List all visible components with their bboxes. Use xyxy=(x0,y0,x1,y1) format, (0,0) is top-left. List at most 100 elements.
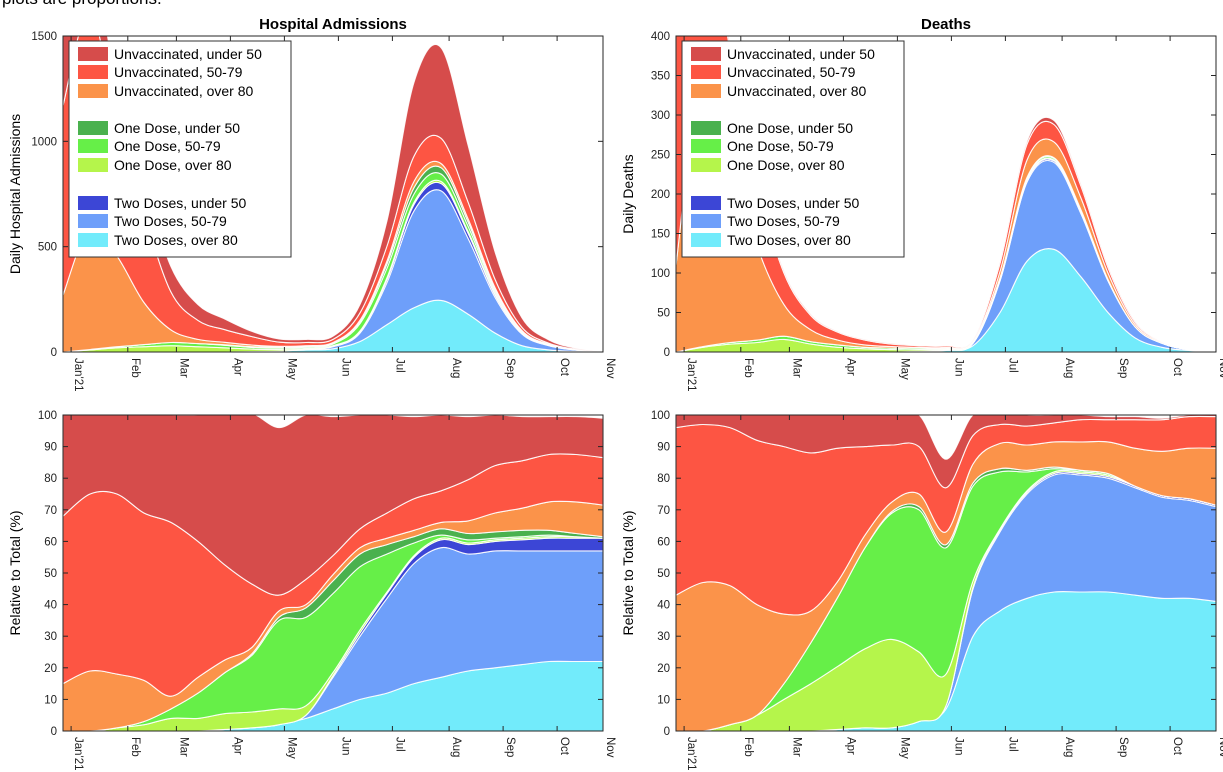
y-tick-label: 100 xyxy=(38,410,57,422)
y-axis-label: Relative to Total (%) xyxy=(7,510,23,635)
x-tick-label-apr: Apr xyxy=(231,737,243,755)
x-tick-label-nov: Nov xyxy=(604,737,616,758)
panel-deaths-relative: 0 10 20 30 40 50 60 70 80 90 100 Jan'21 Feb Mar Apr May… xyxy=(620,410,1223,771)
legend-label-one-dose-50-79: One Dose, 50-79 xyxy=(727,138,834,154)
legend-label-two-doses-over-80: Two Doses, over 80 xyxy=(114,232,238,248)
x-tick-label-jan-21: Jan'21 xyxy=(72,358,84,392)
x-tick-label-may: May xyxy=(898,358,910,380)
area-unvaccinated-under-50 xyxy=(63,415,603,596)
y-tick-label: 100 xyxy=(651,268,670,280)
page-caption: plots are proportions. xyxy=(2,0,162,9)
legend-label-two-doses-over-80: Two Doses, over 80 xyxy=(727,232,851,248)
axes-frame xyxy=(62,35,604,353)
y-tick-label: 100 xyxy=(651,410,670,422)
x-tick-label-jul: Jul xyxy=(1006,358,1018,373)
x-tick-label-feb: Feb xyxy=(129,737,141,757)
y-tick-label: 40 xyxy=(44,600,57,612)
y-tick-label: 0 xyxy=(664,347,670,359)
legend-label-two-doses-50-79: Two Doses, 50-79 xyxy=(114,213,227,229)
y-tick-label: 90 xyxy=(44,442,57,454)
x-tick-label-sep: Sep xyxy=(504,358,516,378)
legend-label-one-dose-under-50: One Dose, under 50 xyxy=(727,120,853,136)
x-tick-label-mar: Mar xyxy=(177,737,189,757)
y-tick-label: 80 xyxy=(44,473,57,485)
x-tick-label-apr: Apr xyxy=(844,737,856,755)
x-tick-label-jun: Jun xyxy=(952,737,964,756)
legend-label-two-doses-under-50: Two Doses, under 50 xyxy=(727,195,860,211)
legend-swatch-unvaccinated-50-79 xyxy=(691,65,721,79)
x-tick-label-apr: Apr xyxy=(231,358,243,376)
y-tick-label: 0 xyxy=(51,347,57,359)
x-tick-label-jan-21: Jan'21 xyxy=(685,358,697,392)
x-tick-label-may: May xyxy=(285,358,297,380)
y-tick-label: 70 xyxy=(44,505,57,517)
x-tick-label-jul: Jul xyxy=(1006,737,1018,752)
x-tick-label-sep: Sep xyxy=(1117,737,1129,757)
legend-swatch-unvaccinated-under-50 xyxy=(691,47,721,61)
y-axis-label: Daily Deaths xyxy=(620,154,636,233)
x-tick-label-jun: Jun xyxy=(339,737,351,756)
x-tick-label-mar: Mar xyxy=(790,737,802,757)
legend-label-unvaccinated-under-50: Unvaccinated, under 50 xyxy=(114,46,262,62)
x-tick-label-aug: Aug xyxy=(1063,358,1075,378)
legend-swatch-one-dose-over-80 xyxy=(78,158,108,172)
x-tick-label-mar: Mar xyxy=(790,358,802,378)
x-tick-label-nov: Nov xyxy=(604,358,616,379)
area-layers xyxy=(63,415,603,731)
x-tick-label-sep: Sep xyxy=(504,737,516,757)
x-tick-label-oct: Oct xyxy=(1171,358,1183,377)
y-tick-label: 200 xyxy=(651,189,670,201)
legend-swatch-unvaccinated-under-50 xyxy=(78,47,108,61)
x-tick-label-oct: Oct xyxy=(558,358,570,377)
y-tick-label: 30 xyxy=(44,631,57,643)
y-tick-label: 90 xyxy=(657,442,670,454)
panel-admissions-relative: 0 10 20 30 40 50 60 70 80 90 100 Jan'21 Feb Mar Apr May… xyxy=(7,410,616,771)
legend: Unvaccinated, under 50 Unvaccinated, 50-7… xyxy=(68,40,292,258)
legend-label-one-dose-50-79: One Dose, 50-79 xyxy=(114,138,221,154)
x-tick-label-mar: Mar xyxy=(177,358,189,378)
x-tick-label-nov: Nov xyxy=(1217,358,1223,379)
x-tick-label-feb: Feb xyxy=(742,737,754,757)
x-tick-label-feb: Feb xyxy=(742,358,754,378)
legend-label-unvaccinated-under-50: Unvaccinated, under 50 xyxy=(727,46,875,62)
x-tick-label-jun: Jun xyxy=(952,358,964,377)
legend-swatch-two-doses-50-79 xyxy=(78,214,108,228)
y-tick-label: 50 xyxy=(44,568,57,580)
y-tick-label: 80 xyxy=(657,473,670,485)
y-tick-label: 400 xyxy=(651,31,670,43)
legend-label-two-doses-50-79: Two Doses, 50-79 xyxy=(727,213,840,229)
x-tick-label-jan-21: Jan'21 xyxy=(72,737,84,771)
y-tick-label: 10 xyxy=(657,694,670,706)
legend-swatch-two-doses-50-79 xyxy=(691,214,721,228)
legend-swatch-one-dose-50-79 xyxy=(691,139,721,153)
y-tick-label: 350 xyxy=(651,71,670,83)
legend-swatch-one-dose-over-80 xyxy=(691,158,721,172)
legend-swatch-two-doses-under-50 xyxy=(78,196,108,210)
legend-label-unvaccinated-over-80: Unvaccinated, over 80 xyxy=(114,83,254,99)
y-tick-label: 20 xyxy=(44,663,57,675)
legend-swatch-two-doses-over-80 xyxy=(691,233,721,247)
legend-swatch-one-dose-under-50 xyxy=(691,121,721,135)
x-tick-label-aug: Aug xyxy=(450,737,462,757)
legend-label-unvaccinated-over-80: Unvaccinated, over 80 xyxy=(727,83,867,99)
y-tick-label: 300 xyxy=(651,110,670,122)
legend-swatch-unvaccinated-over-80 xyxy=(78,84,108,98)
y-tick-label: 70 xyxy=(657,505,670,517)
legend-swatch-one-dose-under-50 xyxy=(78,121,108,135)
legend-swatch-two-doses-over-80 xyxy=(78,233,108,247)
x-tick-label-jan-21: Jan'21 xyxy=(685,737,697,771)
y-tick-label: 10 xyxy=(44,694,57,706)
area-two-doses-over-80 xyxy=(676,248,1216,352)
x-tick-label-may: May xyxy=(898,737,910,759)
x-tick-label-jul: Jul xyxy=(393,358,405,373)
chart-title: Hospital Admissions xyxy=(259,16,407,33)
x-tick-label-oct: Oct xyxy=(1171,737,1183,756)
legend-label-one-dose-over-80: One Dose, over 80 xyxy=(727,157,845,173)
y-tick-label: 50 xyxy=(657,308,670,320)
y-tick-label: 150 xyxy=(651,229,670,241)
y-tick-label: 0 xyxy=(51,726,57,738)
x-tick-label-sep: Sep xyxy=(1117,358,1129,378)
x-tick-label-nov: Nov xyxy=(1217,737,1223,758)
x-tick-label-aug: Aug xyxy=(1063,737,1075,757)
